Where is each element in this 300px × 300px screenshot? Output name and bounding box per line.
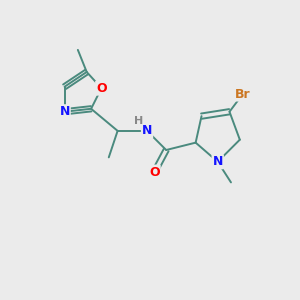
Text: Br: Br <box>235 88 250 100</box>
Text: N: N <box>142 124 152 137</box>
Text: N: N <box>59 105 70 118</box>
Text: N: N <box>212 155 223 168</box>
Text: O: O <box>96 82 107 95</box>
Text: H: H <box>134 116 143 126</box>
Text: O: O <box>149 166 160 178</box>
